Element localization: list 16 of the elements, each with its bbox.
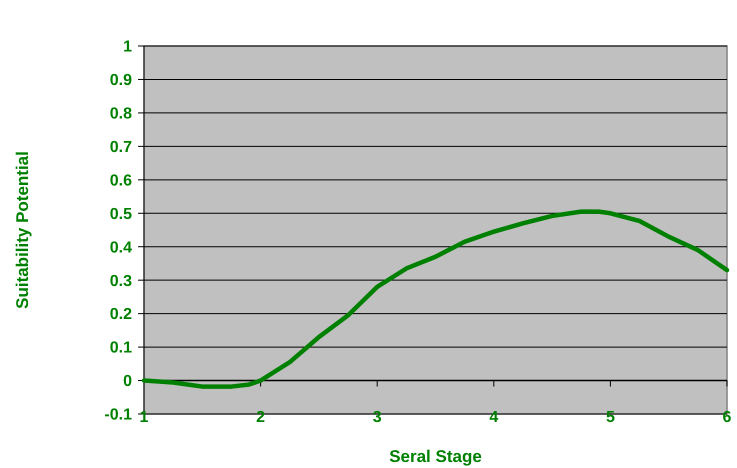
y-tick-label: -0.1 bbox=[104, 406, 132, 424]
line-series bbox=[142, 209, 730, 389]
x-tick-label: 6 bbox=[722, 409, 732, 426]
y-tick-label: 0.9 bbox=[110, 72, 132, 90]
y-tick-label: 0.5 bbox=[110, 206, 132, 223]
y-tick-label: 0.2 bbox=[110, 306, 132, 324]
y-tick-label: 0.3 bbox=[110, 272, 132, 290]
y-tick-label: 1 bbox=[123, 38, 132, 56]
y-tick-label: 0.1 bbox=[110, 340, 132, 357]
y-tick-label: 0.4 bbox=[110, 239, 132, 256]
y-tick-label: 0.7 bbox=[110, 138, 132, 156]
x-axis-title: Seral Stage bbox=[389, 447, 482, 466]
y-axis-title: Suitability Potential bbox=[13, 151, 32, 309]
y-tick-label: 0 bbox=[123, 373, 132, 390]
y-tick-label: 0.8 bbox=[110, 106, 132, 123]
y-tick-label: 0.6 bbox=[110, 172, 132, 190]
